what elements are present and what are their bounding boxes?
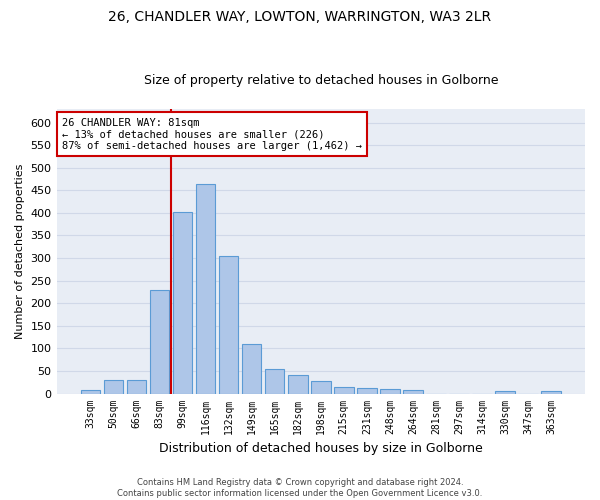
Bar xyxy=(380,389,400,394)
X-axis label: Distribution of detached houses by size in Golborne: Distribution of detached houses by size … xyxy=(159,442,482,455)
Bar xyxy=(196,184,215,394)
Bar xyxy=(173,212,193,394)
Bar xyxy=(288,376,308,394)
Bar xyxy=(541,392,561,394)
Bar xyxy=(104,380,123,394)
Bar xyxy=(311,382,331,394)
Bar xyxy=(149,290,169,394)
Bar xyxy=(357,388,377,394)
Bar xyxy=(265,369,284,394)
Bar xyxy=(219,256,238,394)
Text: 26 CHANDLER WAY: 81sqm
← 13% of detached houses are smaller (226)
87% of semi-de: 26 CHANDLER WAY: 81sqm ← 13% of detached… xyxy=(62,118,362,150)
Title: Size of property relative to detached houses in Golborne: Size of property relative to detached ho… xyxy=(143,74,498,87)
Bar xyxy=(127,380,146,394)
Bar xyxy=(496,392,515,394)
Bar xyxy=(242,344,262,394)
Bar xyxy=(334,387,353,394)
Text: Contains HM Land Registry data © Crown copyright and database right 2024.
Contai: Contains HM Land Registry data © Crown c… xyxy=(118,478,482,498)
Y-axis label: Number of detached properties: Number of detached properties xyxy=(15,164,25,339)
Text: 26, CHANDLER WAY, LOWTON, WARRINGTON, WA3 2LR: 26, CHANDLER WAY, LOWTON, WARRINGTON, WA… xyxy=(109,10,491,24)
Bar xyxy=(403,390,423,394)
Bar xyxy=(80,390,100,394)
